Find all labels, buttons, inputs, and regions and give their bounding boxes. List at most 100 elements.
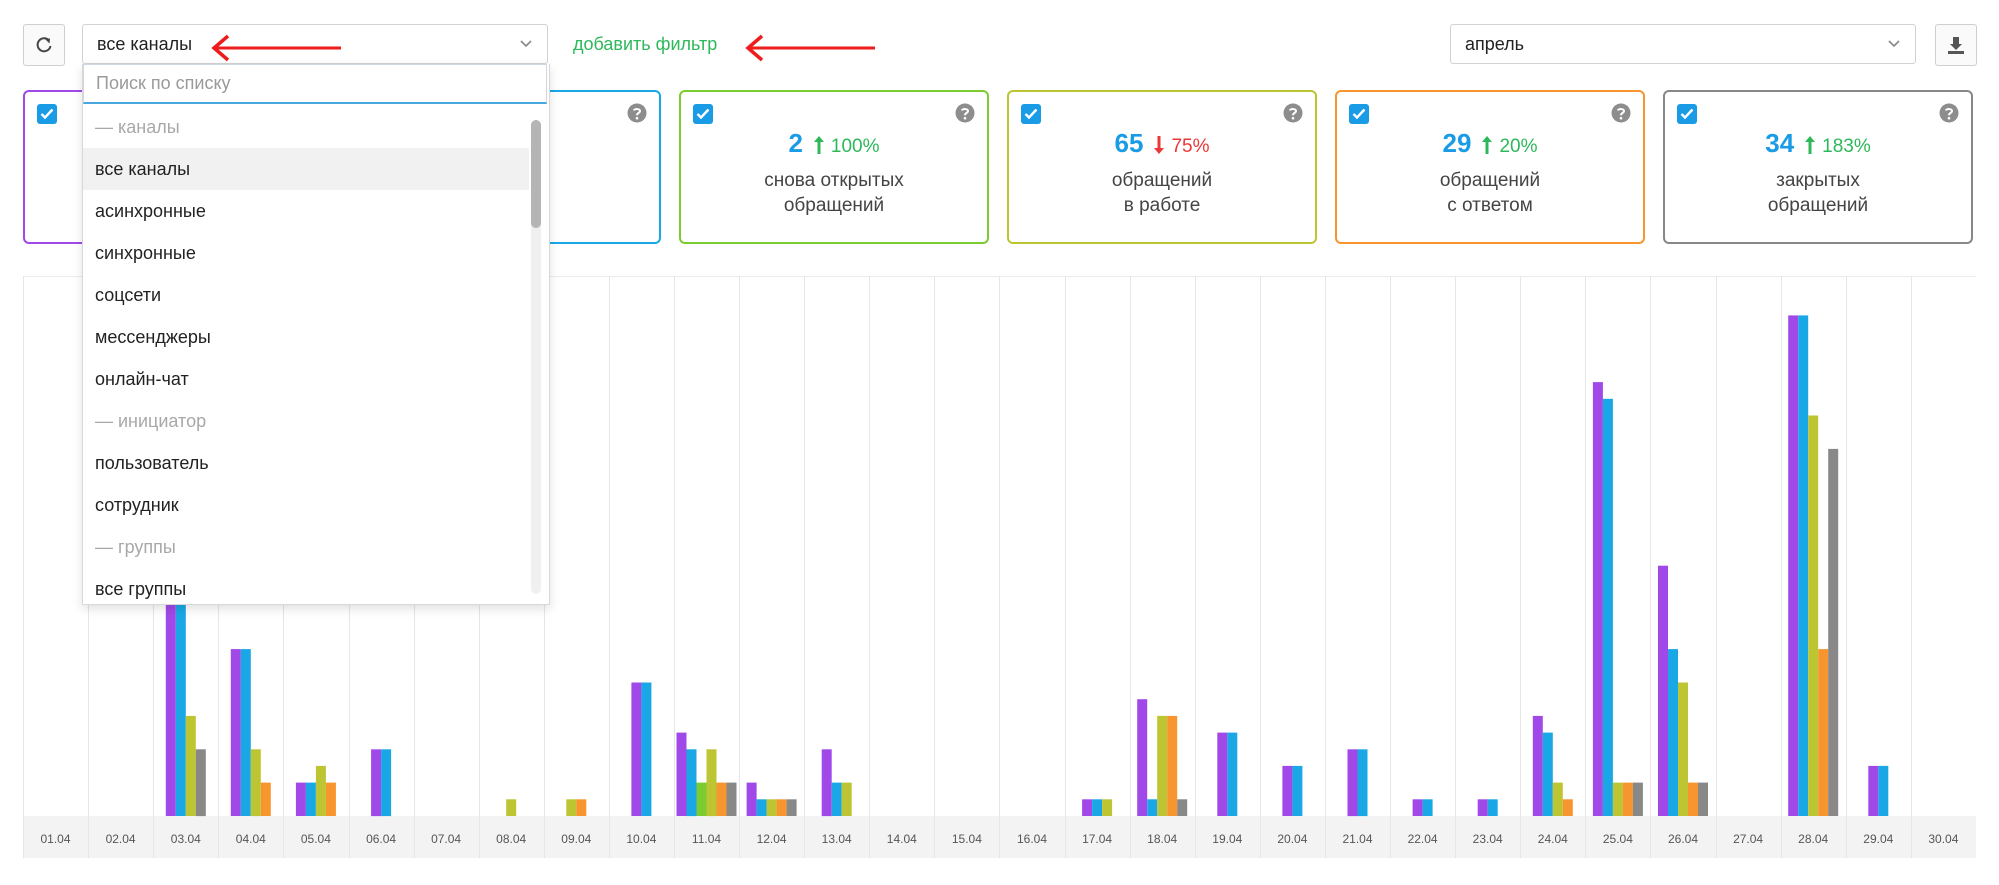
bar-orange xyxy=(716,782,727,816)
bar-olive xyxy=(1102,799,1113,816)
dropdown-option[interactable]: онлайн-чат xyxy=(95,369,189,389)
kpi-checkbox[interactable] xyxy=(1349,104,1369,124)
checkmark-icon xyxy=(696,108,710,120)
bar-orange xyxy=(1688,782,1698,816)
kpi-metric: 34 183% xyxy=(1665,128,1971,160)
download-icon xyxy=(1948,37,1964,54)
bar-purple xyxy=(1788,315,1799,816)
annotation-arrow-filter xyxy=(745,34,875,62)
dropdown-option[interactable]: асинхронные xyxy=(95,201,206,221)
x-tick-label: 07.04 xyxy=(431,832,461,846)
dropdown-scrollbar-thumb[interactable] xyxy=(531,120,541,228)
x-tick-label: 27.04 xyxy=(1733,832,1763,846)
x-tick-label: 26.04 xyxy=(1668,832,1698,846)
dropdown-option[interactable]: синхронные xyxy=(95,243,196,263)
help-icon[interactable] xyxy=(1283,103,1303,123)
channel-select[interactable]: все каналы xyxy=(82,24,548,64)
channel-dropdown: — каналы все каналы асинхронные синхронные с… xyxy=(82,64,550,605)
bar-olive xyxy=(706,749,717,817)
x-tick-label: 29.04 xyxy=(1863,832,1893,846)
x-tick-label: 04.04 xyxy=(236,832,266,846)
add-filter-link[interactable]: добавить фильтр xyxy=(573,34,718,54)
bar-orange xyxy=(576,799,587,816)
period-select-value: апрель xyxy=(1465,33,1525,54)
x-tick-label: 13.04 xyxy=(822,832,852,846)
help-icon[interactable] xyxy=(1611,103,1631,123)
x-tick-label: 24.04 xyxy=(1538,832,1568,846)
x-tick-label: 08.04 xyxy=(496,832,526,846)
dropdown-option[interactable]: пользователь xyxy=(95,453,209,473)
kpi-number: 34 xyxy=(1765,128,1795,158)
bar-olive xyxy=(566,799,577,816)
kpi-checkbox[interactable] xyxy=(693,104,713,124)
bar-blue xyxy=(1092,799,1103,816)
dropdown-list: — каналы все каналы асинхронные синхронные с… xyxy=(83,106,529,610)
dropdown-option[interactable]: мессенджеры xyxy=(95,327,211,347)
bar-olive xyxy=(766,799,777,816)
checkmark-icon xyxy=(40,108,54,120)
x-tick-label: 10.04 xyxy=(626,832,656,846)
dropdown-search-input[interactable] xyxy=(83,64,547,104)
download-button[interactable] xyxy=(1935,24,1977,66)
bar-gray xyxy=(786,799,797,816)
bar-blue xyxy=(1602,398,1613,816)
bar-gray xyxy=(195,749,206,817)
x-tick-label: 05.04 xyxy=(301,832,331,846)
bar-purple xyxy=(1532,715,1543,816)
bar-purple xyxy=(676,732,687,816)
checkmark-icon xyxy=(1352,108,1366,120)
bar-blue xyxy=(1147,799,1158,816)
bar-blue xyxy=(686,749,697,817)
refresh-button[interactable] xyxy=(23,24,65,66)
period-select[interactable]: апрель xyxy=(1450,24,1916,64)
help-icon[interactable] xyxy=(627,103,647,123)
bar-gray xyxy=(1177,799,1188,816)
x-tick-label: 11.04 xyxy=(692,832,721,846)
bar-blue xyxy=(381,749,392,817)
x-tick-label: 22.04 xyxy=(1408,832,1438,846)
bar-olive xyxy=(1552,782,1563,816)
bar-gray xyxy=(1828,448,1839,816)
kpi-checkbox[interactable] xyxy=(37,104,57,124)
x-tick-label: 30.04 xyxy=(1928,832,1958,846)
kpi-checkbox[interactable] xyxy=(1677,104,1697,124)
bar-purple xyxy=(1477,799,1488,816)
arrow-up-icon xyxy=(1481,135,1493,160)
dropdown-option[interactable]: все каналы xyxy=(83,148,529,190)
kpi-metric: 65 75% xyxy=(1009,128,1315,160)
bar-blue xyxy=(1878,765,1889,816)
x-tick-label: 15.04 xyxy=(952,832,982,846)
bar-green xyxy=(696,782,707,816)
bar-purple xyxy=(821,749,832,817)
x-tick-label: 12.04 xyxy=(757,832,787,846)
kpi-metric: 29 20% xyxy=(1337,128,1643,160)
x-tick-label: 16.04 xyxy=(1017,832,1047,846)
bar-gray xyxy=(726,782,737,816)
arrow-up-icon xyxy=(813,135,825,160)
dropdown-option[interactable]: соцсети xyxy=(95,285,162,305)
bar-orange xyxy=(1622,782,1633,816)
kpi-percent: 20% xyxy=(1499,136,1538,157)
kpi-percent: 75% xyxy=(1171,136,1210,157)
kpi-label-line2: обращений xyxy=(1767,195,1869,216)
dropdown-option[interactable]: сотрудник xyxy=(95,495,179,515)
bar-blue xyxy=(1422,799,1433,816)
kpi-label: закрытых обращений xyxy=(1665,168,1971,218)
x-tick-label: 09.04 xyxy=(561,832,591,846)
dropdown-scrollbar[interactable] xyxy=(531,120,541,594)
dropdown-option[interactable]: все группы xyxy=(95,579,187,599)
bar-olive xyxy=(1678,682,1688,816)
bar-blue xyxy=(175,565,186,816)
kpi-label-line1: закрытых xyxy=(1776,170,1860,191)
kpi-checkbox[interactable] xyxy=(1021,104,1041,124)
help-icon[interactable] xyxy=(955,103,975,123)
bar-purple xyxy=(1658,565,1668,816)
channel-select-value: все каналы xyxy=(97,33,193,54)
help-icon[interactable] xyxy=(1939,103,1959,123)
bar-blue xyxy=(641,682,652,816)
bar-blue xyxy=(1227,732,1238,816)
bar-purple xyxy=(1592,382,1603,816)
bar-olive xyxy=(1612,782,1623,816)
bar-blue xyxy=(240,649,251,816)
bar-purple xyxy=(1412,799,1423,816)
